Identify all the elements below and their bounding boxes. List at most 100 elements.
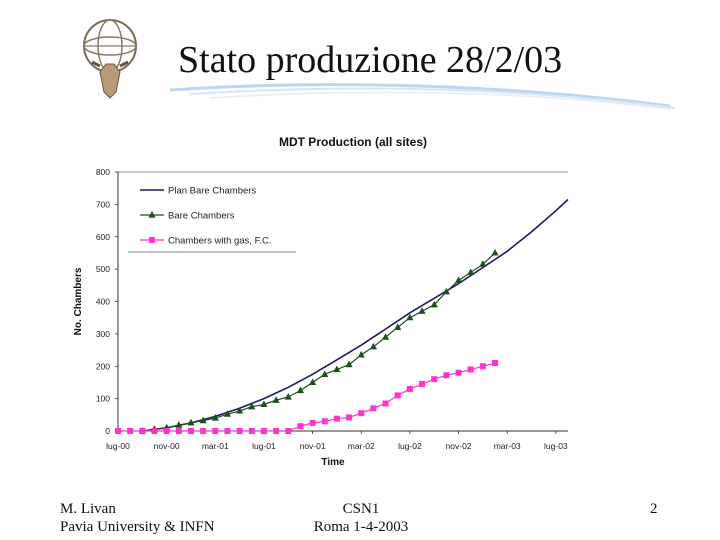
data-point-bare-chambers [199,416,207,424]
data-point-chambers-with-gas-f-c [431,376,438,383]
data-point-bare-chambers [430,300,438,308]
footer-meeting-name: CSN1 [342,501,380,517]
data-point-chambers-with-gas-f-c [455,369,462,376]
legend-label: Plan Bare Chambers [168,186,256,197]
y-tick-label: 800 [96,167,110,177]
y-tick-label: 500 [96,264,110,274]
chart-axes: 0 100 200 300 400 500 600 700 800 lug-00 nov-00 mar… [96,167,568,451]
data-point-bare-chambers [321,370,329,377]
y-tick-label: 600 [96,232,110,242]
data-point-bare-chambers [223,410,232,417]
data-point-chambers-with-gas-f-c [358,410,365,417]
x-tick-label: mar-03 [494,441,521,451]
data-point-chambers-with-gas-f-c [273,428,280,434]
data-point-bare-chambers [381,333,390,340]
data-point-bare-chambers [296,386,305,394]
y-tick-label: 400 [96,297,110,307]
footer-affiliation: Pavia University & INFN [60,519,215,535]
atlas-logo-icon [83,19,137,99]
data-point-bare-chambers [442,287,450,295]
series-line-chambers-with-gas-f-c [118,362,496,432]
data-point-chambers-with-gas-f-c [200,428,207,434]
footer-meeting: CSN1 Roma 1-4-2003 [312,500,410,536]
data-point-bare-chambers [357,350,365,358]
data-point-bare-chambers [272,396,280,403]
x-tick-label: lug-00 [106,441,130,451]
legend-entry-chambers-with-gas-f-c: Chambers with gas, F.C. [140,236,271,247]
data-point-chambers-with-gas-f-c [333,415,340,422]
data-point-bare-chambers [418,307,426,314]
y-tick-label: 200 [96,361,110,371]
data-point-bare-chambers [467,268,475,275]
page-number: 2 [650,501,658,517]
x-tick-label: lug-02 [398,441,422,451]
series-line-plan-bare-chambers [142,198,569,432]
data-point-chambers-with-gas-f-c [382,400,389,407]
footer-meeting-date: Roma 1-4-2003 [313,519,409,535]
x-tick-label: mar-02 [348,441,375,451]
data-point-chambers-with-gas-f-c [163,428,170,434]
data-point-chambers-with-gas-f-c [285,428,292,434]
footer-author-name: M. Livan [60,501,116,517]
x-axis-label: Time [321,457,345,468]
data-point-chambers-with-gas-f-c [419,381,426,388]
data-point-bare-chambers [308,378,317,386]
data-point-chambers-with-gas-f-c [297,423,304,430]
data-point-chambers-with-gas-f-c [370,405,377,412]
legend-label: Bare Chambers [168,211,235,222]
legend-marker [149,237,155,243]
data-point-bare-chambers [369,342,378,350]
data-point-bare-chambers [211,414,219,421]
data-point-bare-chambers [479,260,487,267]
data-point-chambers-with-gas-f-c [139,428,146,434]
series-bare-chambers [138,248,499,434]
data-point-bare-chambers [491,248,499,256]
series-line-bare-chambers [142,252,496,432]
x-tick-label: lug-01 [252,441,276,451]
x-tick-label: nov-02 [446,441,472,451]
data-point-chambers-with-gas-f-c [406,385,413,392]
x-tick-label: lug-03 [544,441,568,451]
data-point-chambers-with-gas-f-c [479,363,486,370]
data-point-bare-chambers [345,360,353,368]
data-point-chambers-with-gas-f-c [151,428,158,434]
data-point-chambers-with-gas-f-c [212,428,219,434]
x-tick-label: nov-00 [154,441,180,451]
chart-title: MDT Production (all sites) [279,135,427,149]
data-point-chambers-with-gas-f-c [309,419,316,426]
chart-series [115,198,569,434]
data-point-chambers-with-gas-f-c [248,428,255,434]
legend-label: Chambers with gas, F.C. [168,236,271,247]
data-point-bare-chambers [333,365,341,373]
data-point-bare-chambers [175,421,183,428]
data-point-bare-chambers [187,418,195,426]
y-tick-label: 700 [96,199,110,209]
data-point-chambers-with-gas-f-c [224,428,231,434]
data-point-chambers-with-gas-f-c [443,372,450,379]
x-tick-label: nov-01 [300,441,326,451]
data-point-chambers-with-gas-f-c [260,428,267,434]
x-tick-label: mar-01 [202,441,229,451]
data-point-bare-chambers [260,400,268,408]
legend-entry-bare-chambers: Bare Chambers [140,211,235,222]
legend-marker [148,211,156,218]
data-point-bare-chambers [284,393,292,400]
data-point-chambers-with-gas-f-c [127,428,134,434]
chart-legend: Plan Bare Chambers Bare Chambers Chambers … [128,186,296,253]
legend-entry-plan-bare-chambers: Plan Bare Chambers [140,186,256,197]
series-plan-bare-chambers [142,198,569,432]
data-point-chambers-with-gas-f-c [492,360,499,367]
slide-title: Stato produzione 28/2/03 [178,39,563,81]
data-point-chambers-with-gas-f-c [115,428,121,434]
data-point-chambers-with-gas-f-c [187,428,194,434]
data-point-chambers-with-gas-f-c [175,428,182,434]
y-tick-label: 0 [105,426,110,436]
y-tick-label: 100 [96,394,110,404]
data-point-bare-chambers [394,323,402,330]
data-point-bare-chambers [248,402,256,410]
data-point-chambers-with-gas-f-c [321,418,328,425]
title-underline-swoosh [170,83,675,110]
y-tick-label: 300 [96,329,110,339]
data-point-chambers-with-gas-f-c [346,414,353,421]
